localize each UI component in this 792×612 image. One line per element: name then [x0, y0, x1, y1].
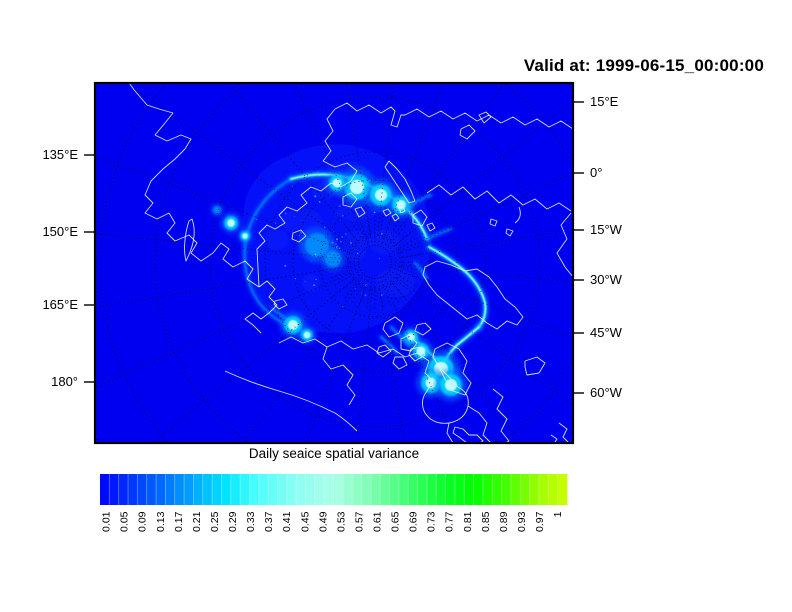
colorbar-tick-label: 0.25 [209, 511, 221, 532]
axis-tick-label: 135°E [42, 147, 78, 162]
colorbar-tick-label: 0.69 [408, 511, 420, 532]
colorbar-caption: Daily seaice spatial variance [248, 446, 420, 461]
colorbar-tick-label: 0.97 [534, 511, 546, 532]
axis-tick-label: 150°E [42, 224, 78, 239]
colorbar-tick-label: 0.41 [281, 511, 293, 532]
colorbar-tick-label: 0.37 [263, 511, 275, 532]
colorbar-tick-label: 0.13 [155, 511, 167, 532]
colorbar-tick-label: 0.85 [480, 511, 492, 532]
axis-tick-label: 60°W [590, 385, 622, 400]
axis-tick-label: 30°W [590, 272, 622, 287]
colorbar-tick-label: 0.17 [173, 511, 185, 532]
colorbar-tick-label: 0.29 [227, 511, 239, 532]
axis-tick-label: 15°W [590, 222, 622, 237]
colorbar-tick-label: 0.01 [101, 511, 113, 532]
colorbar-tick-label: 0.77 [444, 511, 456, 532]
colorbar-tick-label: 0.81 [462, 511, 474, 532]
axis-tick-label: 180° [51, 374, 78, 389]
colorbar-tick-label: 0.21 [191, 511, 203, 532]
colorbar-tick-label: 0.49 [317, 511, 329, 532]
colorbar-tick-label: 0.33 [245, 511, 257, 532]
axis-tick-label: 165°E [42, 297, 78, 312]
colorbar: 0.01 0.05 0.09 0.13 0.17 0.21 0.25 0.29 0.33 0.37… [100, 474, 568, 532]
colorbar-tick-label: 0.61 [372, 511, 384, 532]
colorbar-tick-label: 0.93 [516, 511, 528, 532]
colorbar-tick-label: 0.53 [335, 511, 347, 532]
colorbar-tick-label: 0.65 [390, 511, 402, 532]
map-plot [84, 81, 584, 445]
axis-tick-label: 45°W [590, 325, 622, 340]
figure-title: Valid at: 1999-06-15_00:00:00 [523, 56, 764, 75]
colorbar-tick-label: 1 [552, 511, 564, 517]
colorbar-tick-label: 0.05 [119, 511, 131, 532]
colorbar-tick-label: 0.89 [498, 511, 510, 532]
colorbar-tick-label: 0.57 [353, 511, 365, 532]
axis-tick-label: 0° [590, 165, 603, 180]
colorbar-tick-label: 0.09 [137, 511, 149, 532]
colorbar-tick-label: 0.73 [426, 511, 438, 532]
colorbar-tick-label: 0.45 [299, 511, 311, 532]
axis-tick-label: 15°E [590, 94, 619, 109]
